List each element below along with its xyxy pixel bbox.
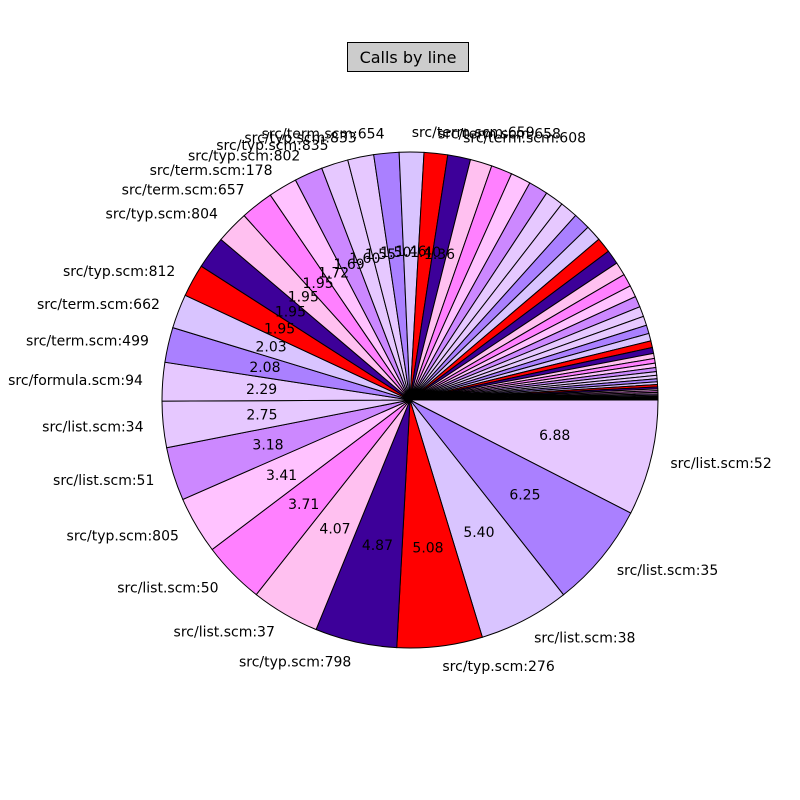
slice-value-label: 5.08 <box>412 541 443 557</box>
chart-title: Calls by line <box>347 42 469 72</box>
slice-value-label: 2.29 <box>246 382 277 398</box>
slice-label: src/formula.scm:94 <box>8 373 143 389</box>
slice-label: src/term.scm:178 <box>150 163 273 179</box>
slice-label: src/term.scm:654 <box>262 126 385 142</box>
slice-label: src/typ.scm:798 <box>239 654 351 670</box>
slice-value-label: 1.72 <box>318 265 349 281</box>
slice-label: src/term.scm:499 <box>26 333 149 349</box>
slice-value-label: 1.36 <box>424 247 455 263</box>
slice-label: src/typ.scm:276 <box>442 659 554 675</box>
slice-label: src/list.scm:34 <box>42 420 143 436</box>
slice-label: src/list.scm:50 <box>117 580 218 596</box>
slice-value-label: 3.71 <box>288 497 319 513</box>
slice-label: src/term.scm:658 <box>438 127 561 143</box>
slice-value-label: 1.95 <box>288 289 319 305</box>
slice-value-label: 1.95 <box>264 321 295 337</box>
slice-value-label: 2.08 <box>249 360 280 376</box>
slice-value-label: 5.40 <box>463 525 494 541</box>
slice-label: src/list.scm:51 <box>53 473 154 489</box>
slice-value-label: 4.87 <box>362 538 393 554</box>
pie-slices <box>161 151 659 649</box>
slice-label: src/typ.scm:804 <box>106 206 218 222</box>
slice-value-label: 1.95 <box>303 276 334 292</box>
slice-value-label: 6.88 <box>539 428 570 444</box>
slice-label: src/typ.scm:833 <box>244 131 356 147</box>
slice-value-label: 6.25 <box>509 488 540 504</box>
slice-value-label: 1.95 <box>275 305 306 321</box>
slice-value-label: 1.69 <box>334 257 365 273</box>
slice-value-label: 2.03 <box>256 340 287 356</box>
slice-label: src/list.scm:37 <box>174 624 275 640</box>
slice-label: src/term.scm:662 <box>37 297 160 313</box>
slice-label: src/list.scm:52 <box>670 456 771 472</box>
slice-value-label: 1.40 <box>410 245 441 261</box>
slice-value-label: 3.18 <box>252 437 283 453</box>
slice-label: src/term.scm:659 <box>412 125 535 141</box>
slice-value-label: 1.46 <box>395 244 426 260</box>
slice-label: src/list.scm:35 <box>617 563 718 579</box>
pie-slice <box>409 399 659 514</box>
slice-label: src/typ.scm:835 <box>216 138 328 154</box>
pie-slice-labels: src/list.scm:52 src/list.scm:35 src/list.s… <box>8 125 772 675</box>
slice-label: src/typ.scm:805 <box>67 528 179 544</box>
slice-label: src/term.scm:608 <box>463 131 586 147</box>
slice-label: src/typ.scm:802 <box>188 149 300 165</box>
slice-label: src/term.scm:657 <box>122 182 245 198</box>
pie-value-labels: 6.88 6.25 5.40 5.08 4.87 4.073.71 3.41 3.18 2.75… <box>246 244 570 557</box>
slice-value-label: 1.55 <box>365 247 396 263</box>
slice-value-label: 4.07 <box>319 522 350 538</box>
slice-label: src/typ.scm:812 <box>63 264 175 280</box>
slice-label: src/list.scm:38 <box>534 630 635 646</box>
slice-value-label: 2.75 <box>246 408 277 424</box>
pie-slice <box>409 399 632 596</box>
slice-value-label: 1.50 <box>380 245 411 261</box>
slice-value-label: 3.41 <box>266 468 297 484</box>
slice-value-label: 1.60 <box>349 251 380 267</box>
